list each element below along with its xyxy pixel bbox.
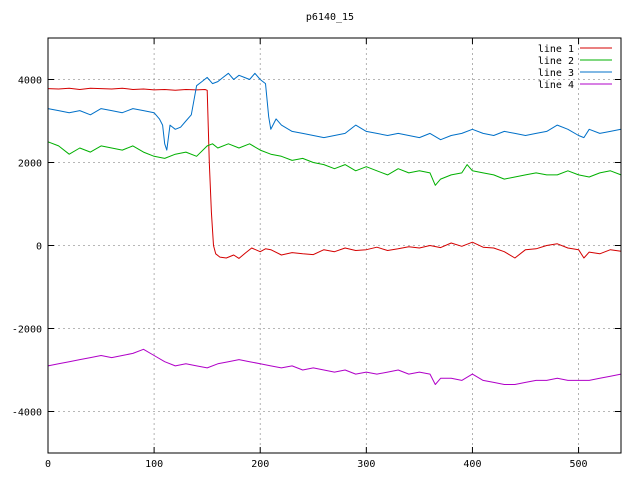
series-line-2 (47, 141, 622, 186)
series-line-3 (47, 72, 622, 151)
x-tick-label: 200 (251, 459, 269, 470)
legend-label: line 4 (538, 80, 574, 91)
x-tick-label: 400 (463, 459, 481, 470)
x-tick-label: 0 (45, 459, 51, 470)
y-tick-label: 0 (36, 242, 42, 253)
y-tick-label: -2000 (12, 325, 42, 336)
series-line-4 (47, 348, 622, 385)
series-lines (47, 72, 622, 385)
x-tick-label: 500 (570, 459, 588, 470)
x-tick-label: 300 (357, 459, 375, 470)
y-tick-label: 4000 (18, 76, 42, 87)
series-line-1 (47, 87, 622, 259)
y-tick-label: -4000 (12, 408, 42, 419)
x-tick-label: 100 (145, 459, 163, 470)
legend-label: line 2 (538, 56, 574, 67)
grid (48, 38, 621, 453)
chart-title: p6140_15 (306, 12, 354, 23)
y-tick-label: 2000 (18, 159, 42, 170)
legend-label: line 3 (538, 68, 574, 79)
axes: 0 100 200 300 400 500 -4000 -2000 0 2000 4000 (12, 37, 622, 470)
legend-label: line 1 (538, 44, 574, 55)
